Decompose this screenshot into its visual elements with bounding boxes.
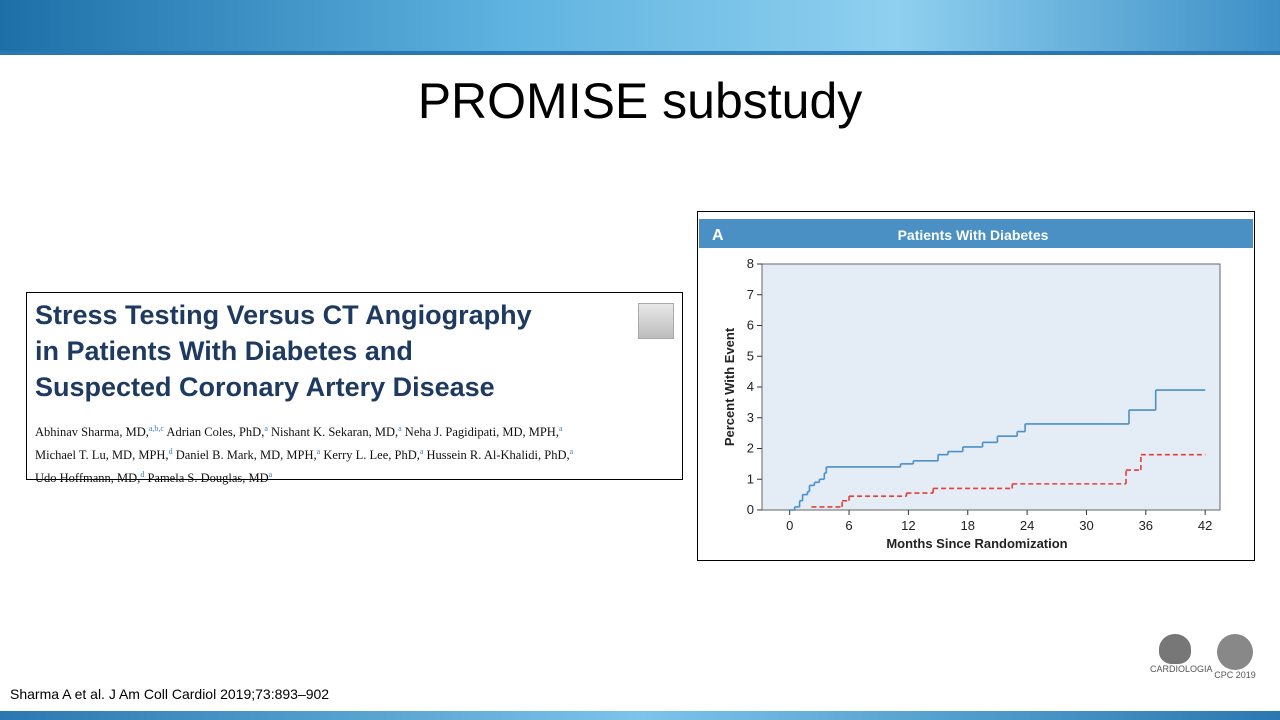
author: Kerry L. Lee, PhD,a — [323, 447, 424, 463]
author-affiliation: a — [569, 447, 574, 457]
paper-title-line: Suspected Coronary Artery Disease — [35, 372, 495, 402]
author-affiliation: a — [558, 424, 563, 433]
author-affiliation: a — [419, 447, 424, 457]
logo-icon — [1159, 634, 1191, 664]
author-affiliation: a — [398, 424, 402, 433]
plot-area — [761, 263, 1221, 511]
bottom-bar — [0, 711, 1280, 720]
chart-box: A Patients With Diabetes 0 1 2 3 4 5 6 7 8 0 6 12 18 24… — [697, 211, 1255, 561]
y-tick-label: 0 — [747, 502, 754, 517]
y-tick-label: 5 — [747, 348, 754, 363]
y-tick-label: 7 — [747, 287, 754, 302]
logo-icon — [1217, 634, 1253, 670]
author-affiliation: a — [268, 470, 273, 480]
author-affiliation: a — [264, 424, 268, 433]
slide-title: PROMISE substudy — [417, 73, 863, 129]
top-banner — [0, 0, 1280, 55]
author-affiliation: a — [316, 447, 321, 457]
author-line: Udo Hoffmann, MD,d Pamela S. Douglas, MD… — [35, 465, 573, 488]
cpc-logo: CPC 2019 — [1210, 634, 1260, 684]
paper-header: Stress Testing Versus CT Angiography in P… — [26, 292, 683, 485]
author-affiliation: d — [140, 470, 145, 480]
x-tick-label: 12 — [901, 518, 915, 533]
author-name: Nishant K. Sekaran, MD, — [271, 425, 399, 440]
author: Michael T. Lu, MD, MPH,d — [35, 447, 173, 463]
x-tick-label: 30 — [1079, 518, 1093, 533]
spc-logo: CARDIOLOGIA — [1150, 634, 1213, 684]
author: Neha J. Pagidipati, MD, MPH,a — [404, 424, 563, 440]
author: Nishant K. Sekaran, MD,a — [271, 424, 402, 440]
author: Pamela S. Douglas, MDa — [147, 470, 273, 486]
chart-title: Patients With Diabetes — [898, 227, 1049, 243]
header-bar — [699, 219, 1253, 248]
paper-title-line: in Patients With Diabetes and — [35, 336, 413, 366]
x-tick-label: 0 — [786, 518, 793, 533]
y-axis-label: Percent With Event — [722, 327, 737, 446]
x-tick-label: 18 — [961, 518, 975, 533]
y-tick-label: 4 — [747, 379, 754, 394]
y-tick-label: 6 — [747, 318, 754, 333]
y-tick-label: 8 — [747, 256, 754, 271]
paper-title-line: Stress Testing Versus CT Angiography — [35, 300, 532, 330]
author: Daniel B. Mark, MD, MPH,a — [175, 447, 321, 463]
author-affiliation: d — [168, 447, 173, 457]
author: Udo Hoffmann, MD,d — [35, 470, 145, 486]
author: Hussein R. Al-Khalidi, PhD,a — [426, 447, 574, 463]
author-list: Abhinav Sharma, MD,a,b,c Adrian Coles, P… — [35, 419, 573, 488]
x-tick-label: 6 — [845, 518, 852, 533]
author-affiliation: a,b,c — [148, 424, 164, 433]
author: Abhinav Sharma, MD,a,b,c — [35, 424, 164, 440]
panel-label: A — [712, 227, 724, 244]
author: Adrian Coles, PhD,a — [166, 424, 268, 440]
y-tick-label: 1 — [747, 471, 754, 486]
x-tick-label: 24 — [1020, 518, 1034, 533]
logo-text: CARDIOLOGIA — [1150, 664, 1213, 674]
author-name: Hussein R. Al-Khalidi, PhD, — [426, 448, 570, 463]
author-name: Neha J. Pagidipati, MD, MPH, — [404, 425, 559, 440]
author-name: Adrian Coles, PhD, — [166, 425, 265, 440]
y-tick-label: 3 — [747, 410, 754, 425]
x-axis-label: Months Since Randomization — [886, 536, 1067, 551]
author-name: Daniel B. Mark, MD, MPH, — [175, 448, 317, 463]
x-tick-label: 42 — [1198, 518, 1212, 533]
citation: Sharma A et al. J Am Coll Cardiol 2019;7… — [10, 686, 330, 702]
author-name: Kerry L. Lee, PhD, — [323, 448, 420, 463]
author-name: Michael T. Lu, MD, MPH, — [35, 448, 169, 463]
paper-title: Stress Testing Versus CT Angiography in P… — [35, 297, 532, 405]
y-tick-label: 2 — [747, 441, 754, 456]
author-name: Udo Hoffmann, MD, — [35, 471, 141, 486]
author-line: Michael T. Lu, MD, MPH,d Daniel B. Mark,… — [35, 442, 573, 465]
author-line: Abhinav Sharma, MD,a,b,c Adrian Coles, P… — [35, 419, 573, 442]
author-name: Abhinav Sharma, MD, — [35, 425, 149, 440]
logo-text: CPC 2019 — [1214, 670, 1256, 680]
author-name: Pamela S. Douglas, MD — [147, 471, 269, 486]
x-tick-label: 36 — [1139, 518, 1153, 533]
crossmark-badge — [638, 303, 674, 339]
